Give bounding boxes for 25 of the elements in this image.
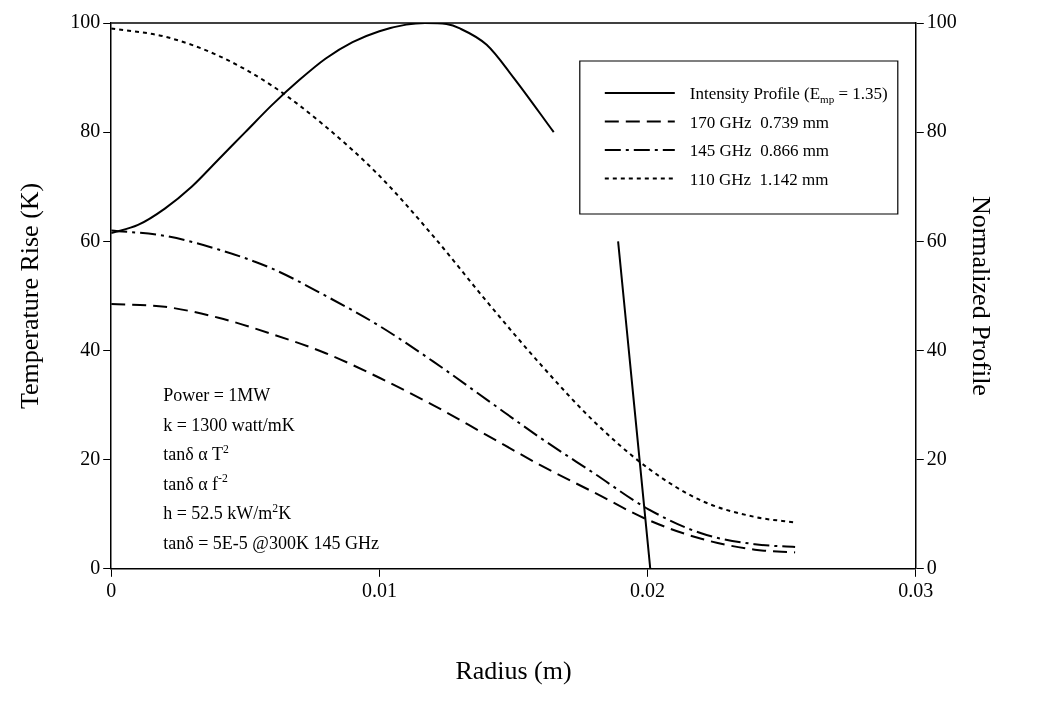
y-tick-label: 0 <box>90 556 101 579</box>
annotation: Power = 1MW <box>163 385 271 405</box>
legend-label: 170 GHz 0.739 mm <box>689 112 830 132</box>
annotation: tanδ = 5E-5 @300K 145 GHz <box>163 532 379 553</box>
annotation: k = 1300 watt/mK <box>163 414 295 435</box>
x-tick-label: 0.03 <box>898 579 934 602</box>
legend-label: 145 GHz 0.866 mm <box>689 141 830 160</box>
y-tick-label: 40 <box>80 337 101 360</box>
x-tick-label: 0.02 <box>630 579 666 602</box>
x-tick-label: 0 <box>106 579 117 602</box>
legend-label: 110 GHz 1.142 mm <box>689 169 829 189</box>
y2-tick-label: 0 <box>926 556 937 579</box>
y-axis-title: Temperature Rise (K) <box>15 182 45 410</box>
y-tick-label: 20 <box>80 446 101 469</box>
y2-tick-label: 100 <box>926 10 957 33</box>
x-tick-label: 0.01 <box>361 579 397 602</box>
y-tick-label: 80 <box>80 119 101 142</box>
y-tick-label: 100 <box>70 10 101 33</box>
y2-tick-label: 80 <box>926 119 947 142</box>
y2-tick-label: 60 <box>926 228 947 251</box>
x-axis-title: Radius (m) <box>455 656 572 686</box>
y2-axis-title: Normalized Profile <box>966 195 996 396</box>
y-tick-label: 60 <box>80 228 101 251</box>
y2-tick-label: 20 <box>926 446 947 469</box>
y2-tick-label: 40 <box>926 337 947 360</box>
